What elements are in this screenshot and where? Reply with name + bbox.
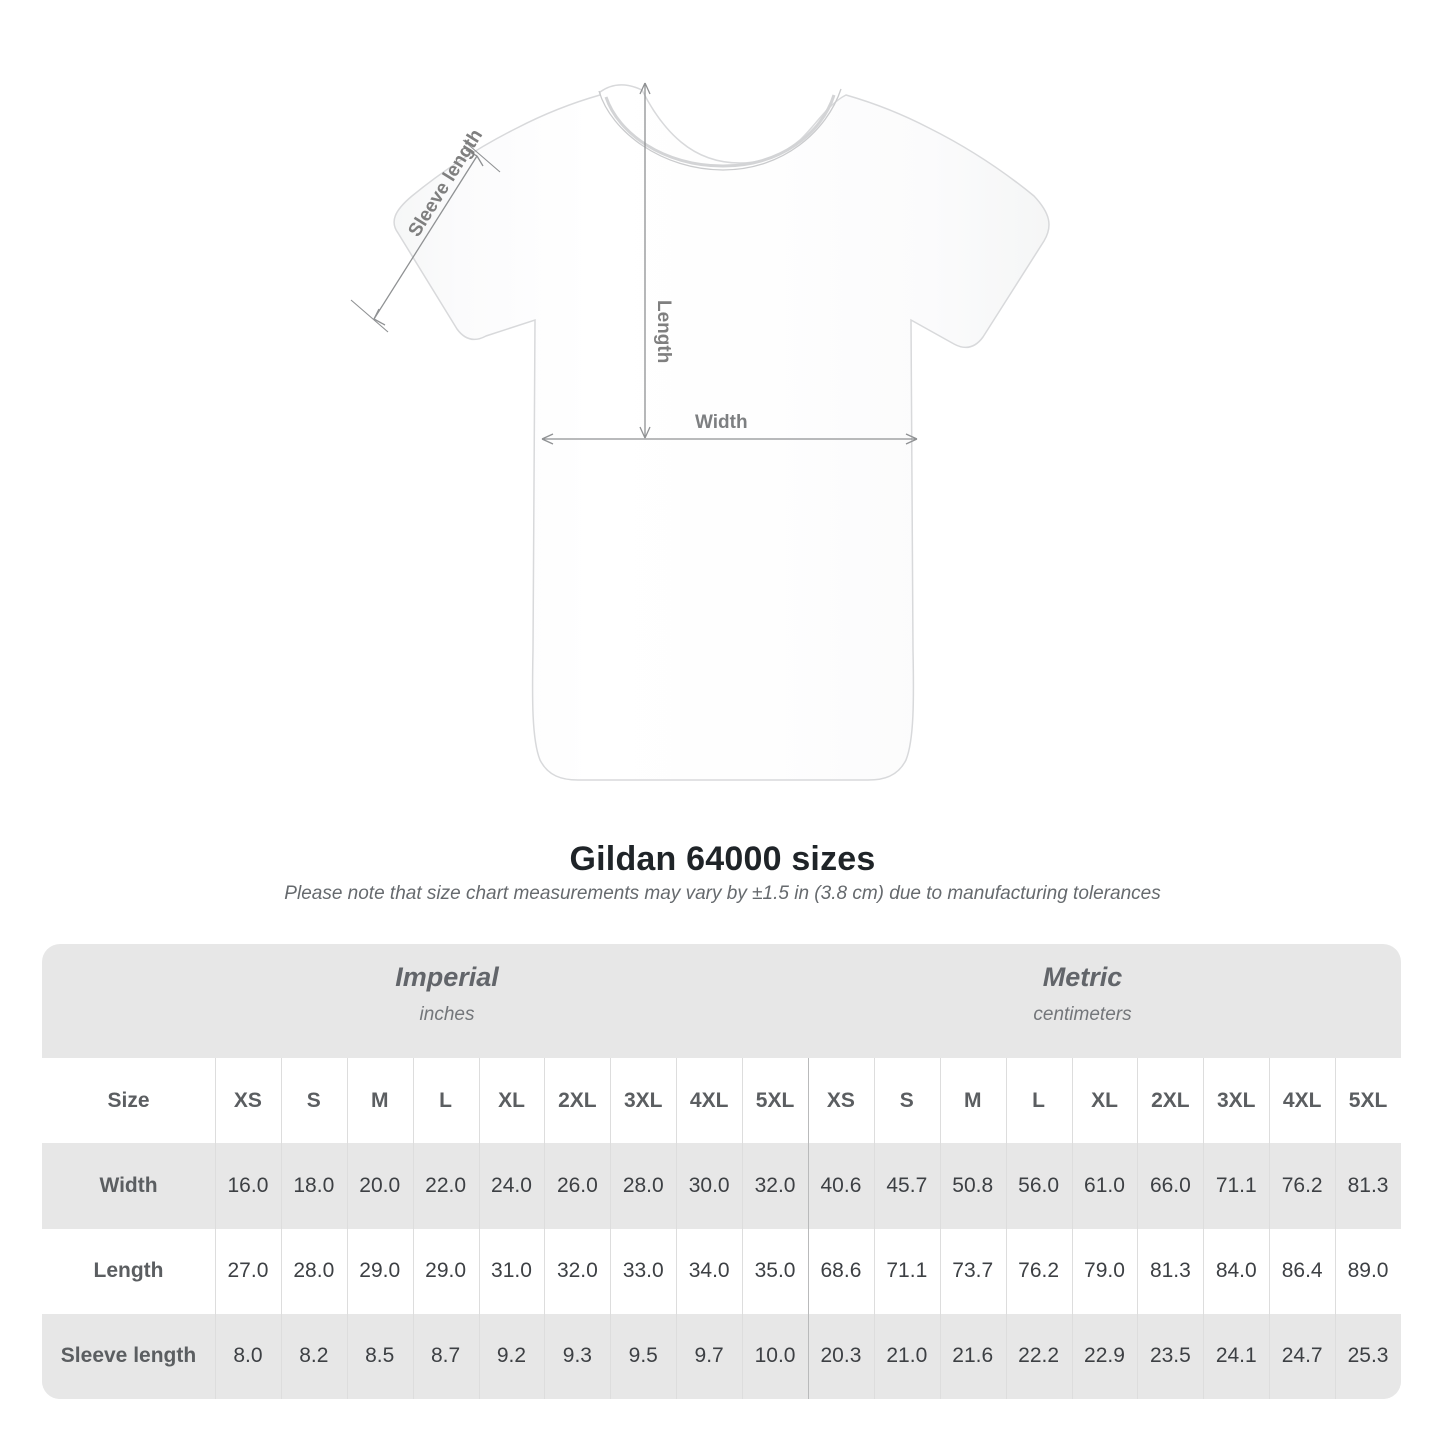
svg-text:Width: Width [695,412,748,433]
svg-text:Length: Length [653,300,674,363]
